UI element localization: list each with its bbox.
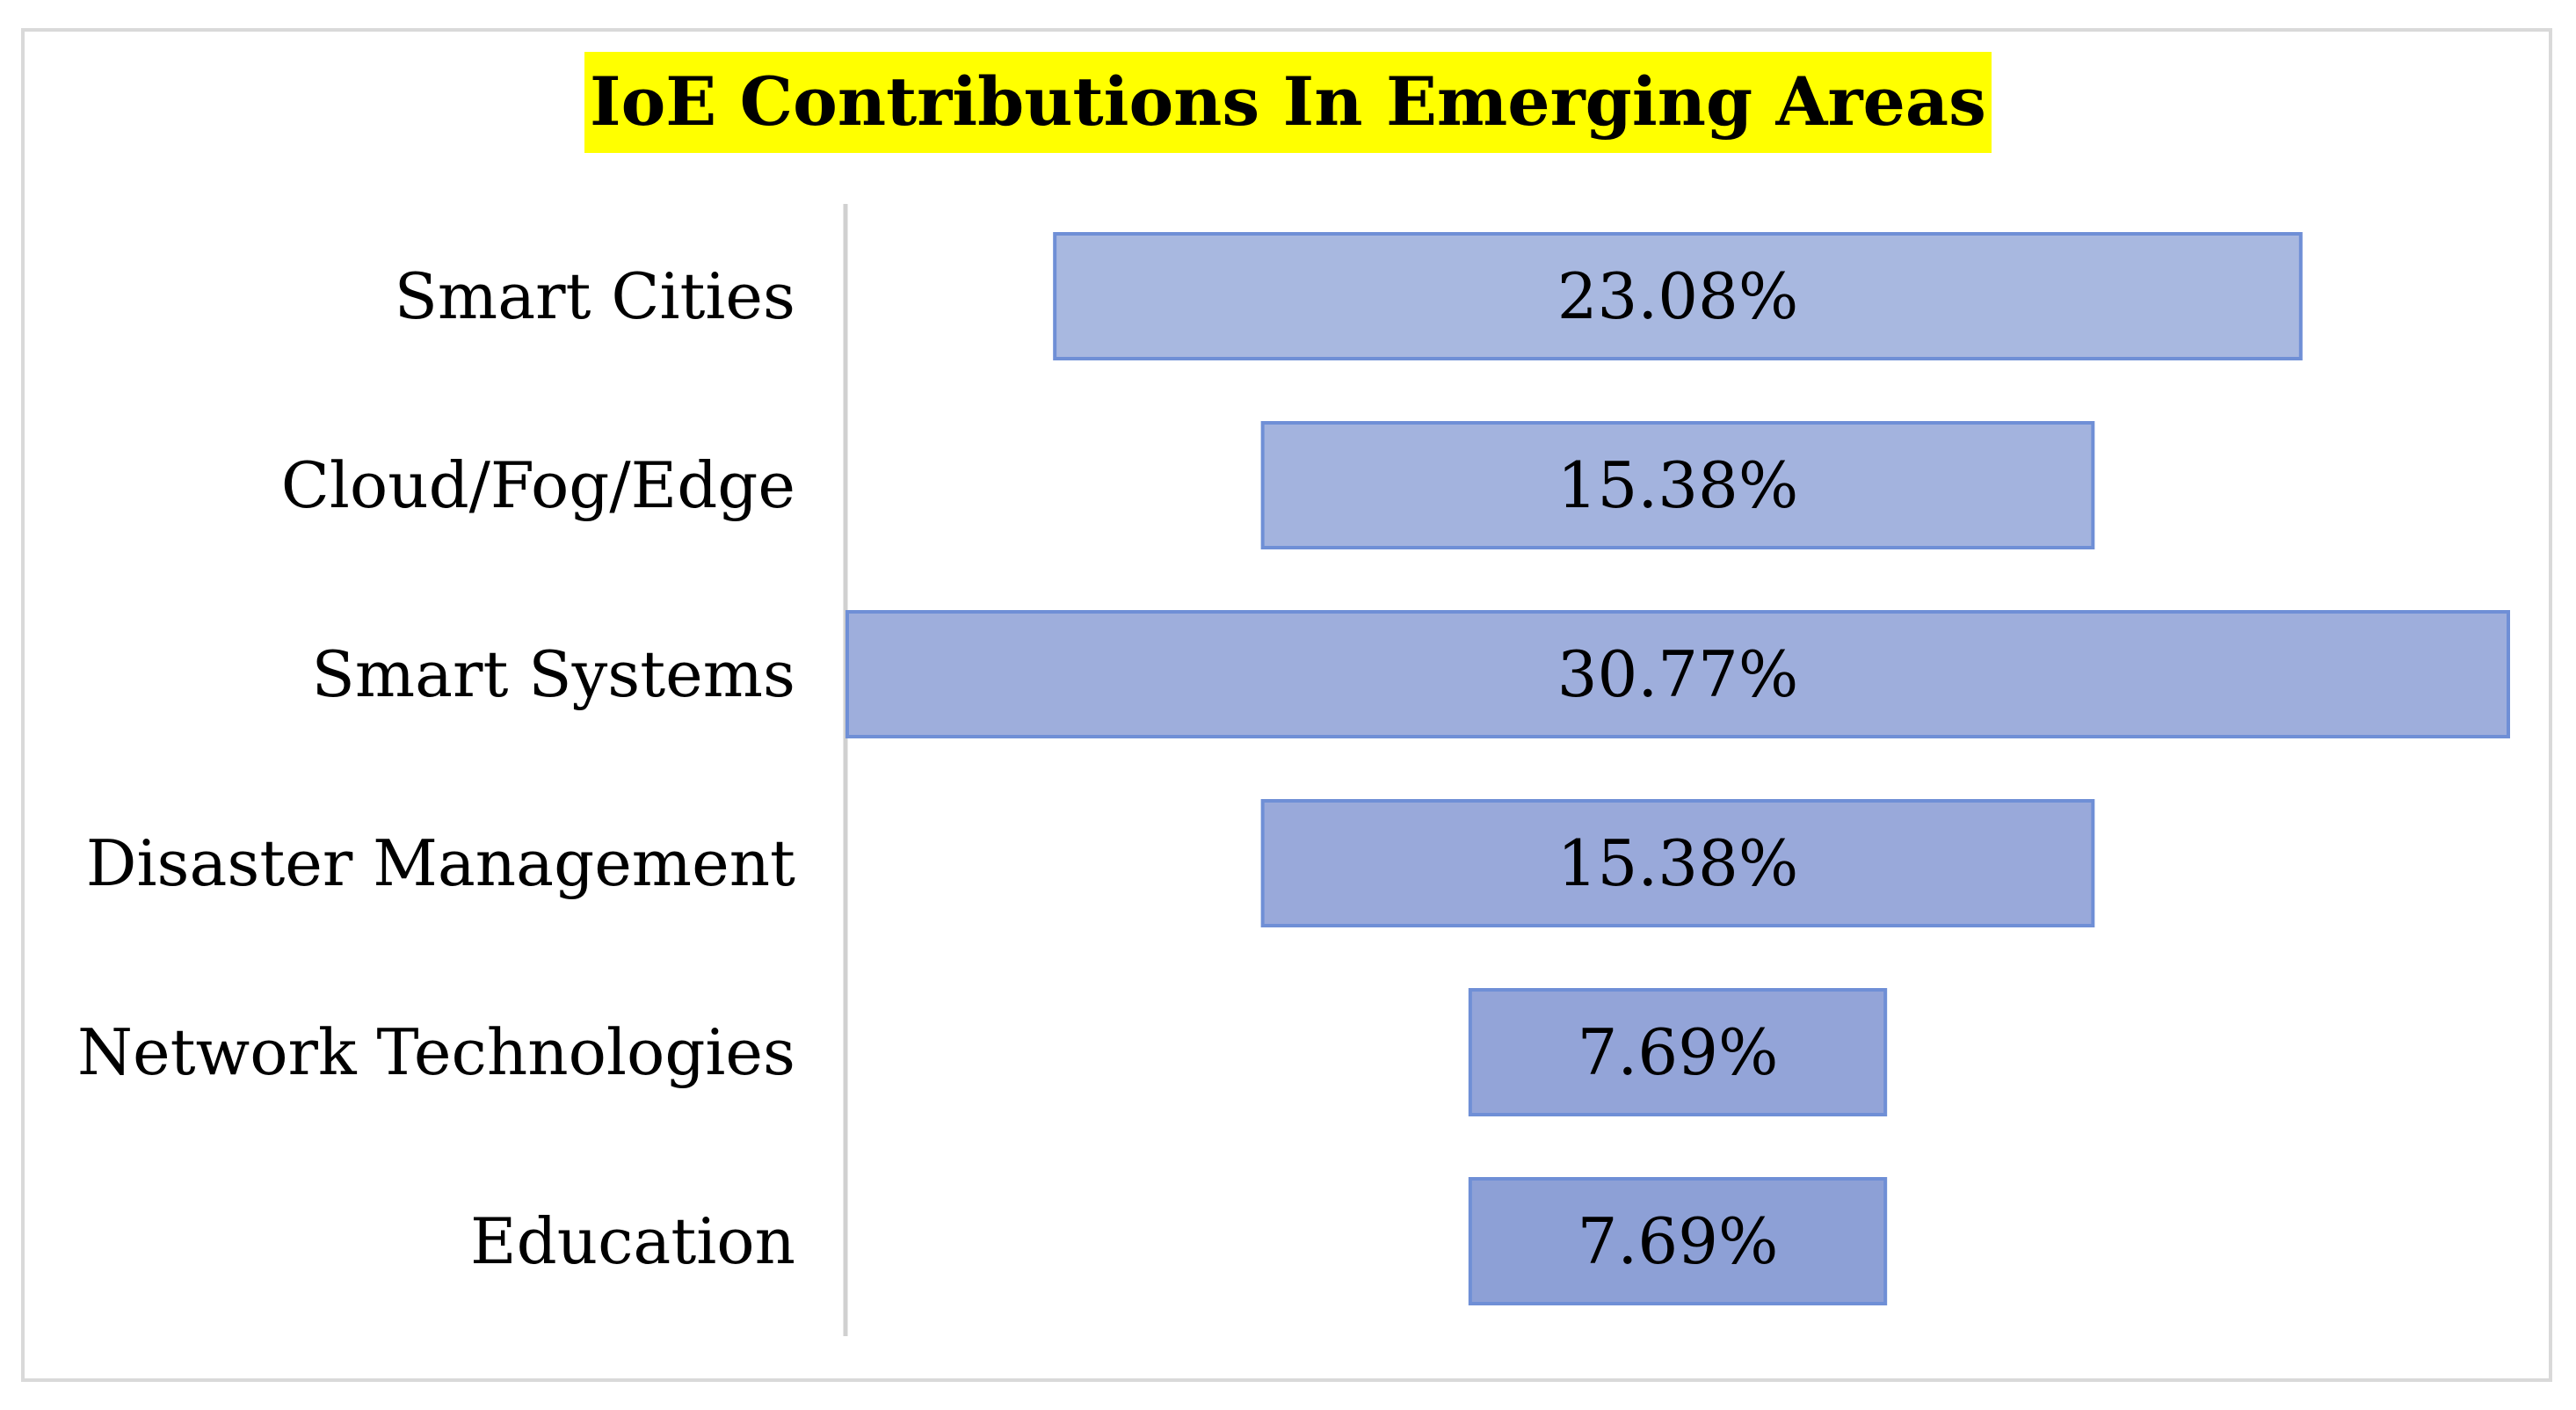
bar-smart-cities [1053, 232, 2303, 360]
category-label-disaster-management: Disaster Management [86, 826, 795, 900]
category-label-education: Education [470, 1204, 795, 1278]
bar-disaster-management [1260, 799, 2095, 927]
category-label-network-technologies: Network Technologies [77, 1015, 795, 1089]
chart-title: IoE Contributions In Emerging Areas [0, 52, 2576, 153]
value-label-smart-systems: 30.77% [1557, 637, 1799, 711]
chart-title-text: IoE Contributions In Emerging Areas [584, 52, 1992, 153]
value-label-smart-cities: 23.08% [1557, 259, 1799, 333]
bar-cloud-fog-edge [1260, 421, 2095, 549]
bar-education [1468, 1177, 1888, 1305]
category-label-smart-systems: Smart Systems [312, 637, 795, 711]
bar-network-technologies [1468, 988, 1888, 1116]
bars-group [845, 232, 2510, 1305]
value-label-network-technologies: 7.69% [1578, 1015, 1779, 1089]
category-label-smart-cities: Smart Cities [395, 259, 795, 333]
category-labels-group: Smart Cities Cloud/Fog/Edge Smart Systems D… [77, 259, 795, 1278]
bar-smart-systems [845, 610, 2510, 738]
value-labels-group: 23.08% 15.38% 30.77% 15.38% 7.69% 7.69% [1557, 259, 1799, 1278]
value-label-education: 7.69% [1578, 1204, 1779, 1278]
value-label-disaster-management: 15.38% [1557, 826, 1799, 900]
value-label-cloud-fog-edge: 15.38% [1557, 448, 1799, 522]
category-label-cloud-fog-edge: Cloud/Fog/Edge [281, 448, 795, 522]
